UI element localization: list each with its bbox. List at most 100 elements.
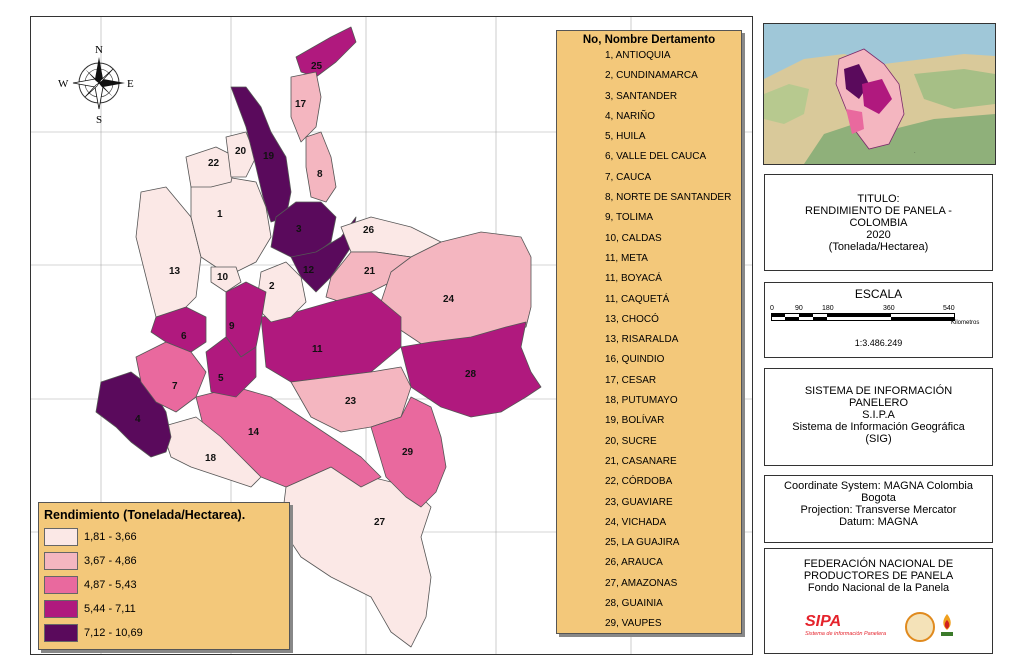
map-label: 9 <box>229 321 235 332</box>
region-sucre <box>225 131 257 178</box>
map-label: 2 <box>269 281 275 292</box>
scale-bar <box>771 313 956 321</box>
map-label: 7 <box>172 381 178 392</box>
legend-swatch <box>44 600 78 618</box>
scale-tick: 0 <box>770 305 774 312</box>
department-legend-list: 1, ANTIOQUIA 2, CUNDINAMARCA 3, SANTANDE… <box>557 46 741 635</box>
federation-seal-icon <box>905 612 935 642</box>
inset-map-graphic: · <box>764 24 995 164</box>
legend-class-label: 1,81 - 3,66 <box>84 531 137 543</box>
map-label: 14 <box>248 427 260 438</box>
system-line: S.I.P.A <box>862 409 895 421</box>
rendimiento-legend: Rendimiento (Tonelada/Hectarea). 1,81 - … <box>38 502 290 650</box>
department-item: 21, CASANARE <box>605 455 677 467</box>
title-line: TITULO: <box>857 193 900 205</box>
department-item: 6, VALLE DEL CAUCA <box>605 151 707 163</box>
system-line: (SIG) <box>865 433 892 445</box>
scale-panel: ESCALA 0 90 180 360 540 Kilometros 1:3.4… <box>764 282 993 358</box>
department-item: 26, ARAUCA <box>605 557 663 569</box>
department-item: 13, RISARALDA <box>605 334 679 346</box>
map-label: 18 <box>205 453 217 464</box>
department-item: 11, META <box>605 252 648 264</box>
map-label: 25 <box>311 61 323 72</box>
map-label: 19 <box>263 151 275 162</box>
region-la-guajira <box>295 26 357 78</box>
map-label: 3 <box>296 224 302 235</box>
legend-class: 3,67 - 4,86 <box>44 551 137 571</box>
federation-line: Fondo Nacional de la Panela <box>807 582 950 594</box>
title-line: RENDIMIENTO DE PANELA - <box>805 205 952 217</box>
inset-location-map: · <box>763 23 996 165</box>
department-item: 1, ANTIOQUIA <box>605 50 671 61</box>
map-label: 13 <box>169 266 181 277</box>
department-item: 7, CAUCA <box>605 171 652 183</box>
department-item: 19, BOLÍVAR <box>605 415 665 427</box>
department-item: 29, VAUPES <box>605 618 662 630</box>
department-item: 11, BOYACÁ <box>605 273 662 285</box>
region-choco <box>135 186 202 318</box>
region-bolivar <box>230 86 292 223</box>
region-huila <box>205 336 257 398</box>
legend-swatch <box>44 552 78 570</box>
map-label: 26 <box>363 225 375 236</box>
department-item: 9, TOLIMA <box>605 212 653 224</box>
title-line: (Tonelada/Hectarea) <box>828 241 929 253</box>
region-vaupes <box>370 396 447 508</box>
scale-ratio: 1:3.486.249 <box>854 338 903 348</box>
compass-rose-icon: N S E W <box>58 44 134 126</box>
department-item: 13, CHOCÓ <box>605 313 659 325</box>
coord-line: Coordinate System: MAGNA Colombia <box>784 480 973 492</box>
legend-class-label: 3,67 - 4,86 <box>84 555 137 567</box>
map-label: 4 <box>135 414 141 425</box>
map-label: 28 <box>465 369 477 380</box>
system-line: PANELERO <box>848 397 909 409</box>
title-panel: TITULO: RENDIMIENTO DE PANELA - COLOMBIA… <box>764 174 993 271</box>
department-legend-title: No, Nombre Dertamento <box>582 34 716 46</box>
compass-n: N <box>95 44 103 56</box>
system-panel: SISTEMA DE INFORMACIÓN PANELERO S.I.P.A … <box>764 368 993 466</box>
rendimiento-legend-title: Rendimiento (Tonelada/Hectarea). <box>44 508 246 522</box>
department-item: 16, QUINDIO <box>605 354 665 366</box>
map-label: 24 <box>443 294 455 305</box>
sipa-logo: SIPA <box>805 613 842 630</box>
department-item: 24, VICHADA <box>605 516 667 528</box>
map-label: 23 <box>345 396 357 407</box>
svg-text:·: · <box>914 150 916 156</box>
legend-class: 5,44 - 7,11 <box>44 599 136 619</box>
department-item: 11, CAQUETÁ <box>605 293 670 305</box>
map-label: 20 <box>235 146 247 157</box>
compass-w: W <box>58 78 69 90</box>
legend-swatch <box>44 624 78 642</box>
scale-tick: 360 <box>883 305 895 312</box>
scale-tick: 540 <box>943 305 955 312</box>
department-item: 23, GUAVIARE <box>605 496 673 508</box>
federation-line: FEDERACIÓN NACIONAL DE <box>803 558 954 570</box>
region-guaviare <box>290 366 412 433</box>
federation-panel: FEDERACIÓN NACIONAL DE PRODUCTORES DE PA… <box>764 548 993 654</box>
map-label: 21 <box>364 266 376 277</box>
title-line: COLOMBIA <box>849 217 908 229</box>
department-item: 25, LA GUAJIRA <box>605 537 680 549</box>
region-antioquia <box>190 176 272 273</box>
department-item: 17, CESAR <box>605 374 657 386</box>
map-label: 8 <box>317 169 323 180</box>
department-item: 27, AMAZONAS <box>605 577 678 589</box>
map-label: 27 <box>374 517 386 528</box>
fondo-panela-logo-icon <box>941 614 953 636</box>
map-label: 10 <box>217 272 229 283</box>
legend-swatch <box>44 576 78 594</box>
department-item: 20, SUCRE <box>605 435 657 447</box>
department-legend: No, Nombre Dertamento 1, ANTIOQUIA 2, CU… <box>556 30 742 634</box>
federation-line: PRODUCTORES DE PANELA <box>803 570 954 582</box>
compass-s: S <box>96 114 102 126</box>
map-label: 11 <box>312 344 323 355</box>
map-label: 22 <box>208 158 220 169</box>
coord-line: Projection: Transverse Mercator <box>800 504 957 516</box>
scale-unit: Kilometros <box>951 320 980 326</box>
coord-line: Bogota <box>861 492 896 504</box>
region-valle <box>150 306 207 353</box>
legend-class-label: 7,12 - 10,69 <box>84 627 143 639</box>
department-item: 28, GUAINIA <box>605 598 663 610</box>
map-label: 1 <box>217 209 223 220</box>
legend-class-label: 5,44 - 7,11 <box>84 603 136 615</box>
